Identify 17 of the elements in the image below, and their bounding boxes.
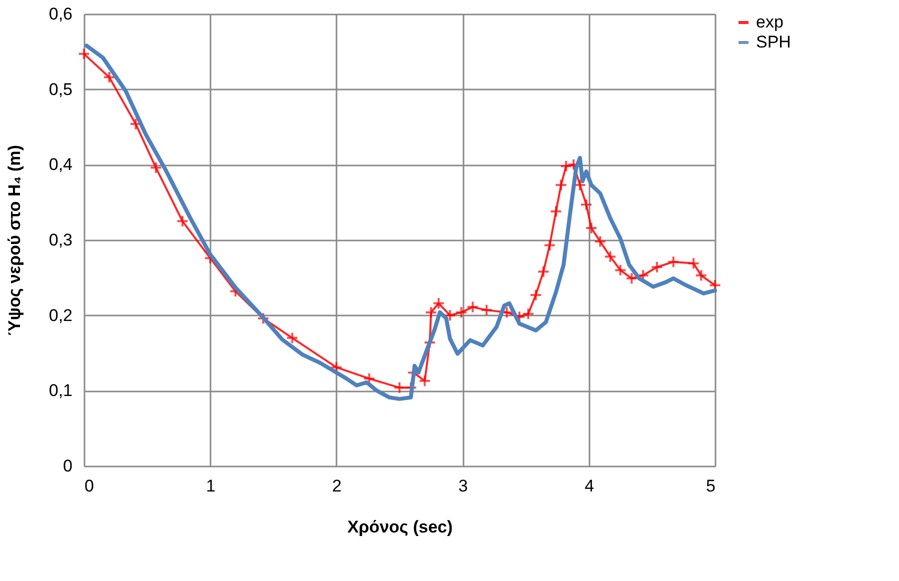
y-tick-label: 0 — [63, 456, 72, 476]
y-tick-label: 0,5 — [48, 80, 72, 99]
x-tick-label: 0 — [84, 476, 94, 496]
y-tick-label: 0,2 — [48, 306, 72, 325]
x-tick-label: 5 — [706, 476, 716, 496]
x-tick-label: 2 — [332, 476, 342, 496]
x-tick-label: 3 — [458, 476, 468, 496]
x-tick-label: 4 — [584, 476, 594, 496]
legend-label: SPH — [756, 32, 791, 52]
y-axis-title: Ύψος νερού στο H₄ (m) — [4, 145, 24, 336]
x-axis-title: Χρόνος (sec) — [347, 518, 453, 536]
y-tick-label: 0,4 — [48, 155, 72, 174]
x-tick-label: 1 — [206, 476, 216, 496]
y-tick-label: 0,3 — [48, 230, 72, 250]
legend-label: exp — [756, 12, 784, 32]
y-tick-label: 0,6 — [48, 4, 72, 24]
y-tick-label: 0,1 — [48, 381, 72, 400]
